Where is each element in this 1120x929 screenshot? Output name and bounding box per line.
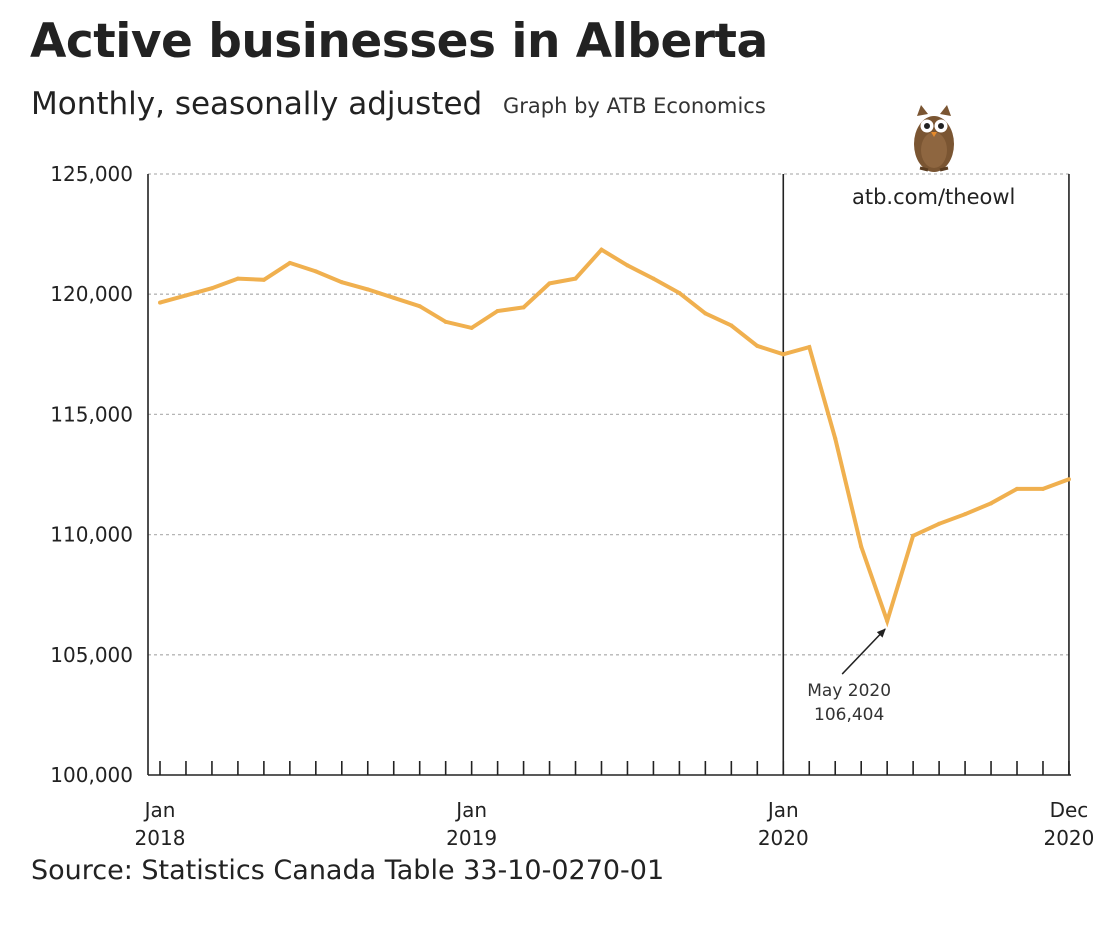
data-point xyxy=(235,276,240,281)
data-point xyxy=(963,512,968,517)
data-point xyxy=(989,501,994,506)
data-point xyxy=(547,281,552,286)
data-point xyxy=(391,295,396,300)
data-point xyxy=(703,311,708,316)
x-tick-label-year: 2020 xyxy=(1043,826,1094,850)
data-point xyxy=(495,309,500,314)
data-point xyxy=(755,343,760,348)
data-point xyxy=(599,247,604,252)
data-point xyxy=(625,263,630,268)
annotation-arrow xyxy=(841,628,886,675)
data-point xyxy=(521,305,526,310)
data-point xyxy=(417,304,422,309)
data-point xyxy=(469,325,474,330)
x-axis-tick-labels: Jan 2018 Jan 2019 Jan 2020 Dec 2020 xyxy=(135,798,1095,850)
annotation-label: May 2020 xyxy=(807,681,891,701)
y-tick-label: 115,000 xyxy=(50,402,133,426)
x-tick-label-year: 2019 xyxy=(446,826,497,850)
data-point xyxy=(1066,477,1071,482)
y-tick-label: 125,000 xyxy=(50,162,133,186)
x-tick-label-year: 2020 xyxy=(758,826,809,850)
data-point xyxy=(1040,486,1045,491)
data-point xyxy=(885,619,890,624)
data-point xyxy=(339,280,344,285)
data-point xyxy=(651,276,656,281)
y-tick-label: 110,000 xyxy=(50,523,133,547)
x-tick-label-month: Dec xyxy=(1050,798,1089,822)
data-point xyxy=(287,260,292,265)
chart-credit: Graph by ATB Economics xyxy=(503,94,766,118)
data-point xyxy=(573,276,578,281)
data-point xyxy=(807,345,812,350)
website-link[interactable]: atb.com/theowl xyxy=(852,185,1015,209)
axes xyxy=(147,174,1071,776)
data-point xyxy=(261,277,266,282)
y-tick-label: 100,000 xyxy=(50,763,133,787)
data-point xyxy=(833,436,838,441)
chart-title: Active businesses in Alberta xyxy=(30,14,768,69)
x-tick-label-month: Jan xyxy=(143,798,176,822)
annotation-value: 106,404 xyxy=(814,705,884,725)
y-tick-label: 105,000 xyxy=(50,643,133,667)
data-point xyxy=(729,323,734,328)
data-point xyxy=(937,521,942,526)
owl-icon xyxy=(914,105,954,172)
data-point xyxy=(365,287,370,292)
data-point xyxy=(781,352,786,357)
y-tick-label: 120,000 xyxy=(50,282,133,306)
y-axis-tick-labels: 100,000 105,000 110,000 115,000 120,000 125,0… xyxy=(50,162,133,787)
chart-subtitle: Monthly, seasonally adjusted xyxy=(31,86,483,122)
data-point xyxy=(183,293,188,298)
gridlines xyxy=(148,173,1071,656)
data-point xyxy=(313,269,318,274)
data-point xyxy=(1015,486,1020,491)
vertical-markers xyxy=(782,174,1070,775)
source-note: Source: Statistics Canada Table 33-10-02… xyxy=(31,855,665,886)
x-tick-label-month: Jan xyxy=(766,798,799,822)
data-point xyxy=(859,544,864,549)
data-series xyxy=(158,247,1071,628)
series-line xyxy=(159,247,1070,628)
data-point xyxy=(677,290,682,295)
data-point xyxy=(911,533,916,538)
data-point xyxy=(158,300,162,305)
data-point xyxy=(443,319,448,324)
data-point xyxy=(209,286,214,291)
annotations: May 2020 106,404 xyxy=(807,628,891,725)
x-tick-label-month: Jan xyxy=(454,798,487,822)
x-tick-label-year: 2018 xyxy=(135,826,186,850)
